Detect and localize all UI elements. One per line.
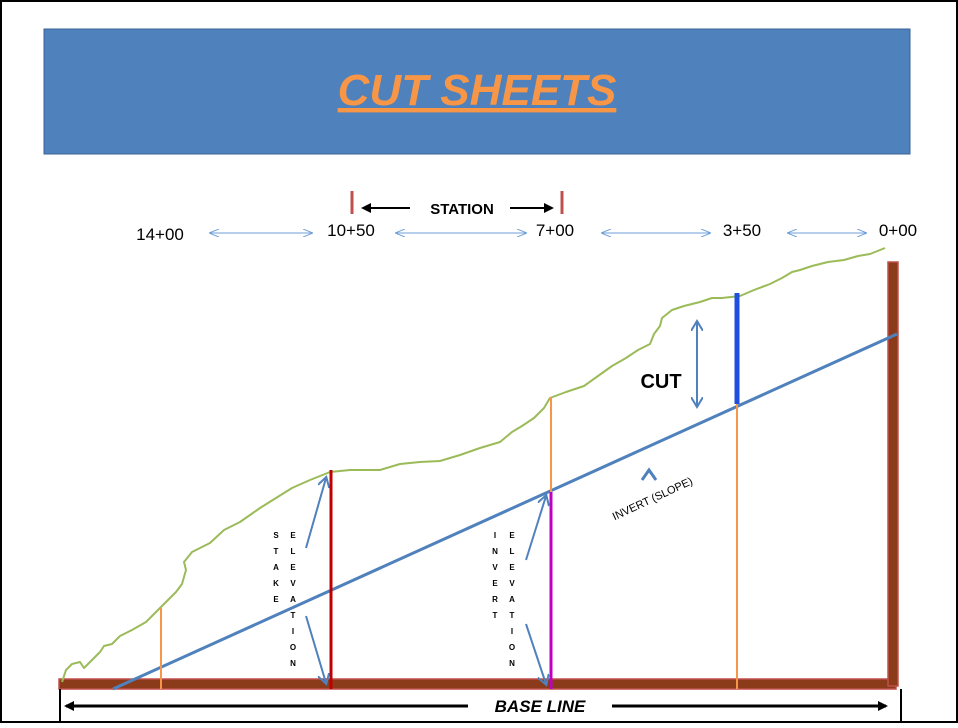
cut-label: CUT [640, 371, 681, 393]
letter: N [290, 659, 296, 668]
letter: S [273, 531, 279, 540]
letter: E [290, 563, 296, 572]
station-label-10-50: 10+50 [327, 221, 375, 240]
letter: T [291, 611, 296, 620]
invert-arrow-down [525, 623, 546, 684]
letter: L [291, 547, 296, 556]
invert-vertical-label: I N V E R T [492, 531, 498, 620]
chevron-up-icon [640, 467, 658, 481]
letter: R [492, 595, 498, 604]
end-wall [887, 261, 899, 687]
letter: V [509, 579, 515, 588]
letter: T [510, 611, 515, 620]
letter: V [492, 563, 498, 572]
stake-arrow-down [305, 615, 326, 683]
letter: A [290, 595, 296, 604]
base-line-label: BASE LINE [495, 697, 586, 716]
letter: O [509, 643, 515, 652]
base-slab [58, 678, 897, 690]
letter: T [493, 611, 498, 620]
stake-elevation-vertical-label: E L E V A T I O N [290, 531, 296, 668]
station-label-3-50: 3+50 [723, 221, 761, 240]
letter: O [290, 643, 296, 652]
stake-arrow-up [305, 478, 326, 549]
station-label-7-00: 7+00 [536, 221, 574, 240]
letter: L [510, 547, 515, 556]
letter: T [274, 547, 279, 556]
stake-vertical-label: S T A K E [273, 531, 279, 604]
station-label-14-00: 14+00 [136, 225, 184, 244]
letter: E [273, 595, 279, 604]
title-banner [43, 28, 911, 155]
letter: A [509, 595, 515, 604]
invert-elevation-vertical-label: E L E V A T I O N [509, 531, 515, 668]
letter: K [273, 579, 279, 588]
ground-profile-line [61, 247, 886, 683]
invert-slope-line [112, 332, 898, 691]
letter: I [494, 531, 496, 540]
station-label: STATION [430, 201, 494, 218]
letter: N [509, 659, 515, 668]
letter: E [492, 579, 498, 588]
letter: N [492, 547, 498, 556]
letter: E [290, 531, 296, 540]
letter: I [511, 627, 513, 636]
letter: A [273, 563, 279, 572]
letter: E [509, 563, 515, 572]
station-label-0-00: 0+00 [879, 221, 917, 240]
letter: I [292, 627, 294, 636]
letter: E [509, 531, 515, 540]
letter: V [290, 579, 296, 588]
invert-arrow-up [525, 496, 546, 561]
page-title: CUT SHEETS [338, 66, 617, 115]
